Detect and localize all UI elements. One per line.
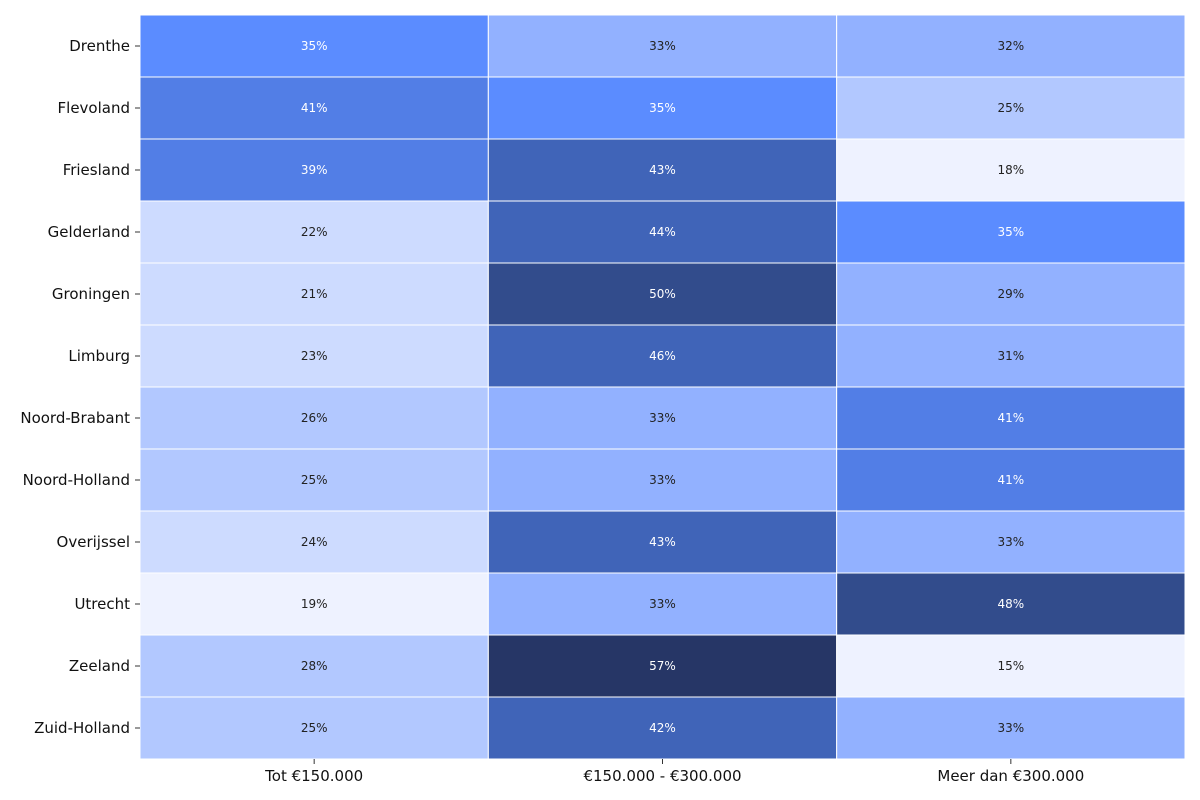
cell-value-label: 41% — [997, 411, 1024, 425]
heatmap-cell — [836, 572, 1186, 636]
row-label: Utrecht — [74, 595, 130, 613]
heatmap-cell — [139, 200, 489, 264]
cell-value-label: 35% — [997, 225, 1024, 239]
cell-value-label: 46% — [649, 349, 676, 363]
cell-value-label: 25% — [301, 721, 328, 735]
cell-value-label: 18% — [997, 163, 1024, 177]
heatmap-cell — [139, 14, 489, 78]
cell-value-label: 44% — [649, 225, 676, 239]
row-label: Drenthe — [69, 37, 130, 55]
column-label: Meer dan €300.000 — [937, 767, 1084, 785]
heatmap-cell — [836, 14, 1186, 78]
heatmap-cell — [836, 200, 1186, 264]
cell-value-label: 23% — [301, 349, 328, 363]
cell-value-label: 33% — [649, 39, 676, 53]
heatmap-cell — [487, 386, 838, 450]
cell-value-label: 43% — [649, 535, 676, 549]
heatmap-cell — [139, 634, 489, 698]
heatmap-cell — [139, 510, 489, 574]
cell-value-label: 33% — [649, 597, 676, 611]
cell-value-label: 31% — [997, 349, 1024, 363]
cell-value-label: 19% — [301, 597, 328, 611]
row-label: Friesland — [63, 161, 130, 179]
row-label: Flevoland — [58, 99, 130, 117]
column-label: Tot €150.000 — [264, 767, 363, 785]
heatmap-cell — [836, 386, 1186, 450]
heatmap-cell — [139, 448, 489, 512]
heatmap-cell — [836, 324, 1186, 388]
heatmap-cell — [139, 262, 489, 326]
row-label: Noord-Brabant — [20, 409, 130, 427]
heatmap-cell — [487, 14, 838, 78]
row-label: Zuid-Holland — [34, 719, 130, 737]
heatmap-cell — [836, 448, 1186, 512]
cell-value-label: 29% — [997, 287, 1024, 301]
row-label: Overijssel — [57, 533, 130, 551]
cell-value-label: 33% — [997, 535, 1024, 549]
heatmap-cell — [487, 262, 838, 326]
heatmap-cell — [487, 572, 838, 636]
heatmap-cell — [487, 448, 838, 512]
row-label: Noord-Holland — [23, 471, 130, 489]
heatmap-cell — [139, 386, 489, 450]
cell-value-label: 42% — [649, 721, 676, 735]
row-label: Limburg — [68, 347, 130, 365]
cell-value-label: 50% — [649, 287, 676, 301]
cell-value-label: 33% — [649, 473, 676, 487]
heatmap-cell — [836, 76, 1186, 140]
heatmap-cell — [139, 572, 489, 636]
cell-value-label: 33% — [649, 411, 676, 425]
heatmap-cell — [836, 634, 1186, 698]
heatmap-cell — [836, 262, 1186, 326]
cell-value-label: 35% — [649, 101, 676, 115]
cell-value-label: 24% — [301, 535, 328, 549]
cell-value-label: 33% — [997, 721, 1024, 735]
heatmap-cell — [487, 324, 838, 388]
cell-value-label: 48% — [997, 597, 1024, 611]
heatmap-cell — [487, 76, 838, 140]
cell-value-label: 22% — [301, 225, 328, 239]
heatmap-cell — [487, 138, 838, 202]
heatmap-cell — [836, 696, 1186, 760]
column-label: €150.000 - €300.000 — [583, 767, 741, 785]
cell-value-label: 25% — [301, 473, 328, 487]
row-label: Zeeland — [69, 657, 130, 675]
heatmap-cell — [487, 696, 838, 760]
cell-value-label: 35% — [301, 39, 328, 53]
cell-value-label: 39% — [301, 163, 328, 177]
cell-value-label: 25% — [997, 101, 1024, 115]
cell-value-label: 32% — [997, 39, 1024, 53]
row-label: Groningen — [52, 285, 130, 303]
heatmap-cell — [139, 76, 489, 140]
cell-value-label: 15% — [997, 659, 1024, 673]
heatmap-cell — [836, 510, 1186, 574]
cell-value-label: 21% — [301, 287, 328, 301]
cell-value-label: 57% — [649, 659, 676, 673]
row-label: Gelderland — [48, 223, 130, 241]
cell-value-label: 41% — [997, 473, 1024, 487]
cell-value-label: 41% — [301, 101, 328, 115]
cell-value-label: 43% — [649, 163, 676, 177]
cell-value-label: 28% — [301, 659, 328, 673]
cell-value-label: 26% — [301, 411, 328, 425]
